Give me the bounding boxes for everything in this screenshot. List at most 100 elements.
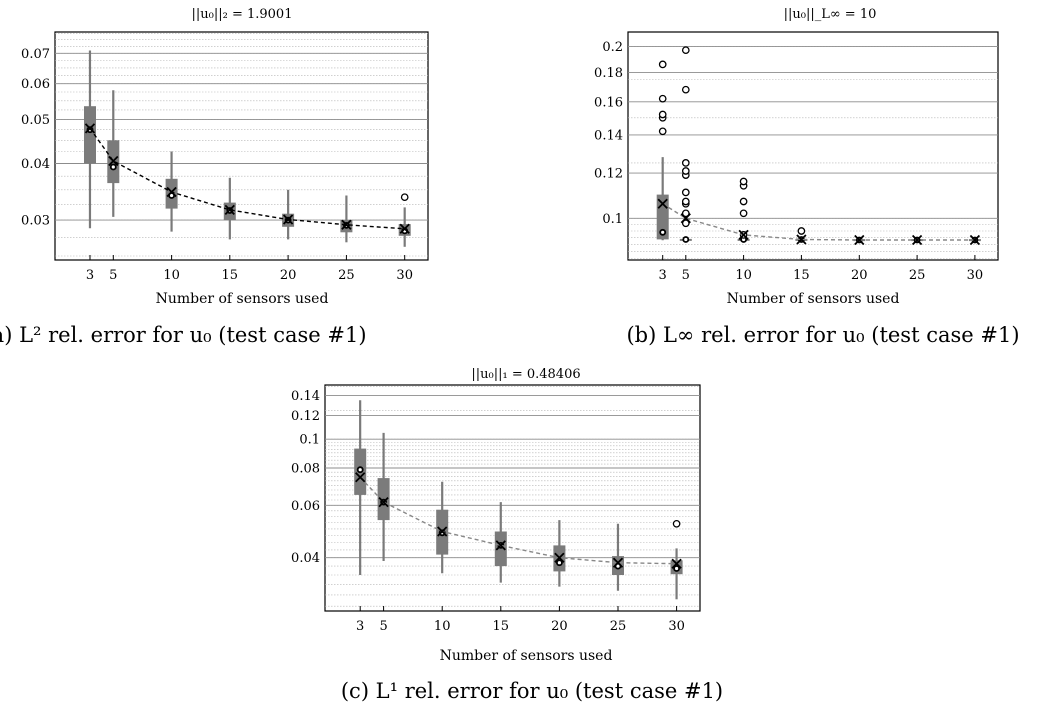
panel-c-chart: ||u₀||₁ = 0.48406 0.04 0.06 0.08 0.1 0.12 0.1…: [291, 367, 701, 664]
panel-a-median-dot: [170, 193, 174, 198]
panel-b-outlier: [739, 209, 748, 218]
panel-b-chart: ||u₀||_L∞ = 10 0.1 0.12 0.14 0.16 0.18 0.2 3 5 1…: [594, 7, 999, 307]
panel-a-xtick-label: 5: [109, 268, 117, 283]
panel-b-outlier: [797, 227, 806, 235]
panel-c-outlier: [672, 519, 681, 528]
panel-b-mean-marker: [911, 234, 923, 246]
panel-b-mean-marker: [738, 229, 749, 241]
panel-a-outlier: [400, 193, 409, 202]
panel-c-title: ||u₀||₁ = 0.48406: [471, 367, 580, 382]
panel-b-outlier: [681, 188, 690, 197]
panel-c-mean-marker: [437, 526, 448, 537]
panel-c-mean-marker: [495, 540, 506, 551]
panel-b-mean-marker: [796, 234, 807, 245]
panel-a-mean-marker: [108, 155, 119, 167]
panel-a-chart: ||u₀||₂ = 1.9001 0.03 0.04 0.05 0.06 0.07 3 5 1…: [21, 7, 429, 307]
panel-a-xtick-label: 25: [338, 268, 355, 283]
panel-c-mean-marker: [378, 496, 389, 508]
panel-b-frame: [627, 31, 999, 261]
panel-c-caption: (c) L¹ rel. error for u₀ (test case #1): [341, 679, 723, 703]
panel-c-xtick-label: 25: [610, 619, 627, 634]
panel-c-median-dot: [675, 566, 679, 571]
panel-b-mean-marker: [969, 234, 981, 246]
panel-c-xtick-label: 5: [379, 619, 387, 634]
panel-b-ytick-label: 0.16: [594, 95, 623, 110]
panel-b-outlier: [681, 85, 690, 94]
panel-c-ytick-label: 0.1: [299, 433, 320, 448]
panel-b-outlier: [681, 209, 690, 218]
panel-b-mean-marker: [657, 198, 668, 209]
panel-b-outlier: [681, 197, 690, 206]
panel-a-median-dot: [111, 165, 115, 169]
panel-c-xtick-label: 30: [668, 619, 685, 634]
panel-c-xtick-label: 15: [493, 619, 510, 634]
panel-b-xlabel: Number of sensors used: [727, 291, 900, 307]
panel-b-xtick-label: 30: [967, 268, 984, 283]
panel-b-xtick-label: 20: [851, 268, 868, 283]
panel-a-mean-trend-line: [89, 127, 405, 230]
panel-a-xtick-label: 10: [163, 268, 180, 283]
panel-a-title: ||u₀||₂ = 1.9001: [192, 7, 293, 22]
panel-a-xlabel: Number of sensors used: [156, 291, 329, 307]
panel-a-mean-marker: [166, 186, 177, 198]
panel-b-median-dot: [684, 237, 688, 242]
panel-b-outlier: [658, 60, 667, 69]
panel-b-ytick-label: 0.14: [594, 128, 623, 143]
panel-c-xtick-label: 20: [551, 619, 568, 634]
panel-a-mean-marker: [282, 214, 294, 225]
panel-c-mean-marker: [554, 552, 565, 563]
panel-b-outlier: [739, 177, 748, 186]
panel-c-median-dot: [616, 564, 620, 568]
panel-b-xtick-label: 25: [909, 268, 926, 283]
panel-a-caption: (a) L² rel. error for u₀ (test case #1): [0, 323, 367, 347]
panel-c-mean-marker: [671, 558, 682, 569]
panel-c-median-dot: [358, 468, 362, 472]
panel-c-median-dot: [557, 561, 562, 565]
panel-c-ytick-label: 0.08: [291, 462, 320, 477]
panel-b-outlier: [658, 94, 667, 103]
panel-c-frame: [324, 384, 701, 612]
panel-b-xtick-label: 10: [735, 268, 752, 283]
panel-c-mean-marker: [612, 557, 624, 568]
panel-a-box: [84, 106, 96, 164]
panel-a-xtick-label: 3: [86, 268, 94, 283]
panel-c-xtick-label: 3: [356, 619, 364, 634]
panel-b-ytick-label: 0.12: [594, 167, 623, 182]
panel-b-outlier: [681, 167, 690, 175]
panel-b-outlier: [739, 197, 748, 206]
panel-b-ytick-label: 0.2: [602, 40, 623, 55]
panel-b-ytick-label: 0.18: [594, 66, 623, 81]
panel-b-outlier: [681, 159, 690, 167]
panel-a-ytick-label: 0.04: [21, 157, 50, 172]
panel-c-ytick-label: 0.06: [291, 499, 320, 514]
panel-a-mean-marker: [84, 123, 96, 134]
panel-b-mean-marker: [680, 213, 691, 224]
panel-c-xtick-label: 10: [434, 619, 451, 634]
panel-b-caption: (b) L∞ rel. error for u₀ (test case #1): [626, 323, 1019, 347]
panel-b-title: ||u₀||_L∞ = 10: [784, 7, 877, 22]
panel-b-ytick-label: 0.1: [602, 212, 623, 227]
panel-b-median-dot: [661, 230, 665, 234]
panel-c-ytick-label: 0.14: [291, 389, 320, 404]
panel-c-plot-area: 0.04 0.06 0.08 0.1 0.12 0.14 3 5 10 15 20 25 30: [291, 386, 700, 634]
panel-c-xlabel: Number of sensors used: [440, 648, 613, 664]
panel-c-mean-marker: [355, 472, 366, 483]
panel-a-plot-area: 0.03 0.04 0.05 0.06 0.07 3 5 10 15 20 25 30: [21, 32, 428, 283]
panel-a-xtick-label: 30: [396, 268, 413, 283]
panel-a-mean-marker: [341, 219, 352, 230]
panel-a-frame: [54, 31, 429, 261]
panel-b-outlier: [658, 127, 667, 136]
panel-a-mean-marker: [224, 204, 235, 216]
panel-c-ytick-label: 0.12: [291, 409, 320, 424]
panel-b-median-dot: [742, 237, 746, 242]
panel-c-ytick-label: 0.04: [291, 551, 320, 566]
panel-a-mean-marker: [399, 223, 410, 234]
panel-a-ytick-label: 0.06: [21, 77, 50, 92]
panel-a-xtick-label: 15: [222, 268, 239, 283]
panel-a-ytick-label: 0.03: [21, 214, 50, 229]
panel-b-mean-trend-line: [662, 203, 975, 241]
panel-b-plot-area: 0.1 0.12 0.14 0.16 0.18 0.2 3 5 10 15 20 25 30: [594, 40, 998, 283]
panel-b-outlier: [658, 110, 667, 119]
panel-a-ytick-label: 0.05: [21, 113, 50, 128]
